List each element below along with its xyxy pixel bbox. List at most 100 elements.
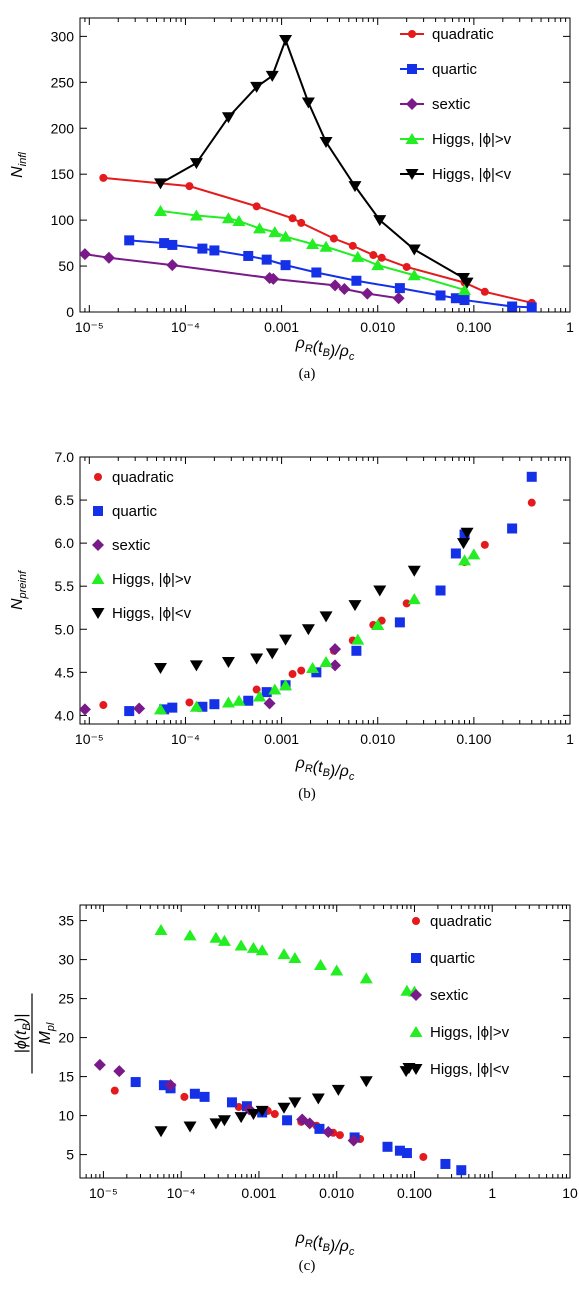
data-point [322,1125,335,1138]
data-point [153,178,167,190]
data-point [402,262,411,271]
legend-label: Higgs, |ϕ|<v [112,605,192,622]
series-higgs-v [154,923,421,997]
x-axis: 10⁻⁵ 10⁻⁴ 0.001 0.010 0.100 1 [75,457,574,747]
data-point [319,655,333,667]
data-point [250,653,264,665]
data-point [319,611,333,623]
data-point [253,690,267,702]
y-axis-title: |ϕ(tB)|Mpl [13,993,57,1074]
data-point [221,212,235,224]
y-tick-label: 6.5 [55,492,75,508]
legend: quadratic quartic sextic Higgs, |ϕ|>v Higgs,… [400,26,512,183]
data-point [110,1086,119,1095]
data-point [507,523,518,534]
data-point [351,250,365,262]
legend-label: Higgs, |ϕ|>v [432,131,512,148]
data-point [373,585,387,597]
data-point [189,1088,200,1099]
x-tick-label: 1 [566,319,574,335]
data-point [435,290,446,301]
data-point [78,248,91,261]
data-point [265,70,279,82]
data-point [377,253,386,262]
data-point [527,498,536,507]
y-axis-title: Npreinf [9,570,29,610]
data-point [314,1123,325,1134]
data-point [130,1077,141,1088]
panel-label: (b) [298,786,316,802]
data-point [459,295,470,306]
data-point [133,702,146,715]
data-point [246,1109,260,1121]
x-tick-label: 10⁻⁵ [75,731,104,747]
data-point [124,706,135,717]
data-point [99,701,108,710]
data-point [243,250,254,261]
data-point [288,214,297,223]
data-point [234,1112,248,1124]
y-tick-label: 0 [66,304,74,320]
series-higgs-v [153,548,481,715]
y-tick-label: 50 [58,258,74,274]
data-point [167,239,178,250]
data-point [261,254,272,265]
data-point [301,624,315,636]
data-point [411,953,421,963]
y-axis: 0 50 100 150 200 250 300 [51,28,570,320]
data-point [164,1079,177,1092]
data-point [507,301,518,312]
data-point [405,169,419,180]
data-point [113,1065,126,1078]
y-axis-title: Ninfl [9,152,29,178]
data-point [197,243,208,254]
series-sextic [78,643,342,716]
data-point [409,1064,423,1075]
y-tick-label: 10 [58,1108,74,1124]
y-tick-label: 7.0 [55,449,75,465]
data-point [440,1158,451,1169]
data-point [407,244,421,256]
data-point [234,939,248,951]
data-point [180,1092,189,1101]
data-point [288,952,302,964]
data-point [394,1145,405,1156]
data-point [458,283,472,295]
data-point [153,703,167,715]
legend-label: quadratic [430,913,492,930]
legend-label: Higgs, |ϕ|<v [432,166,512,183]
data-point [348,600,362,612]
x-tick-label: 0.010 [319,1185,354,1201]
data-point [232,694,246,706]
data-point [371,259,385,271]
data-point [348,241,357,250]
data-point [279,679,293,691]
data-point [197,701,208,712]
plot-frame [79,17,571,313]
data-point [329,234,338,243]
data-point [412,917,420,925]
data-point [92,539,104,551]
data-point [311,267,322,278]
data-point [268,226,282,238]
legend-label: sextic [112,537,151,554]
data-point [189,660,203,672]
data-point [359,972,373,984]
data-point [351,275,362,286]
x-tick-label: 1 [566,731,574,747]
data-point [351,645,362,656]
x-tick-label: 0.100 [397,1185,432,1201]
y-tick-label: 4.0 [55,707,75,723]
data-point [401,1148,412,1159]
data-point [306,238,320,250]
data-point [306,662,320,674]
y-tick-label: 5 [66,1147,74,1163]
legend-label: quadratic [112,469,174,486]
y-tick-label: 15 [58,1069,74,1085]
y-tick-label: 250 [51,74,75,90]
data-point [154,923,168,935]
data-point [91,608,105,619]
chart-panel-1: 10⁻⁵ 10⁻⁴ 0.001 0.010 0.100 1 0 50 100 150 200 250 3… [9,17,574,382]
data-point [158,1080,169,1091]
data-point [460,277,474,289]
